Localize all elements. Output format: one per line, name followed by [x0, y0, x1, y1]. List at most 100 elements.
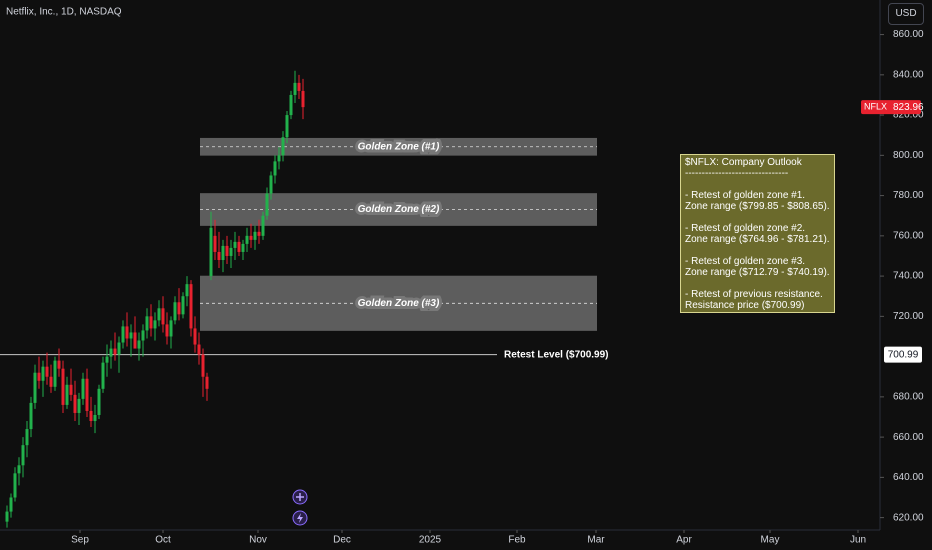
candle-body	[97, 388, 101, 415]
y-tick-label: 640.00	[893, 472, 924, 483]
candle-body	[221, 245, 225, 260]
candle-body	[5, 511, 9, 522]
candle-body	[285, 115, 289, 138]
note-line: Zone range ($712.79 - $740.19).	[685, 267, 830, 278]
candle-body	[69, 384, 73, 395]
candle-body	[153, 320, 157, 329]
zone-label: Golden Zone (#1)	[358, 141, 440, 152]
candle-body	[261, 215, 265, 236]
candle-body	[85, 378, 89, 411]
note-line: Zone range ($799.85 - $808.65).	[685, 201, 830, 212]
x-tick-label: Apr	[676, 535, 692, 546]
candle-body	[265, 193, 269, 216]
note-line: - Retest of previous resistance.	[685, 289, 823, 300]
candle-body	[293, 82, 297, 95]
candle-body	[257, 231, 261, 236]
note-box: $NFLX: Company Outlook ------------------…	[680, 154, 835, 313]
candle-body	[253, 231, 257, 240]
candle-body	[77, 398, 81, 413]
retest-axis-tag	[884, 346, 922, 363]
zone-label: Golden Zone (#2)	[358, 204, 440, 215]
x-tick-label: Mar	[587, 535, 605, 546]
candle-body	[29, 402, 33, 430]
candle-body	[289, 94, 293, 116]
note-line	[685, 179, 830, 190]
x-tick-label: 2025	[419, 535, 442, 546]
candle-body	[53, 360, 57, 387]
price-tag-value: 823.96	[893, 102, 924, 113]
candle-body	[129, 332, 133, 339]
candle-body	[173, 302, 177, 321]
candle-body	[169, 320, 173, 337]
note-line: - Retest of golden zone #3.	[685, 256, 806, 267]
y-tick-label: 720.00	[893, 311, 924, 322]
candle-body	[229, 247, 233, 256]
candle-body	[161, 308, 165, 325]
candle-body	[213, 235, 217, 252]
candle-body	[57, 360, 61, 369]
candle-body	[41, 366, 45, 381]
candle-body	[281, 137, 285, 156]
candle-body	[193, 328, 197, 345]
candle-body	[17, 465, 21, 474]
note-line: - Retest of golden zone #1.	[685, 190, 806, 201]
candle-body	[13, 473, 17, 498]
candle-body	[301, 90, 305, 108]
candle-body	[217, 251, 221, 260]
candle-body	[205, 376, 209, 389]
candle-body	[177, 302, 181, 315]
note-line	[685, 245, 830, 256]
candle-body	[113, 348, 117, 355]
candle-body	[9, 497, 13, 512]
currency-button[interactable]: USD	[888, 3, 924, 25]
x-tick-label: Nov	[249, 535, 267, 546]
y-tick-label: 840.00	[893, 69, 924, 80]
x-tick-label: Feb	[508, 535, 526, 546]
candle-body	[133, 332, 137, 349]
candle-body	[269, 175, 273, 194]
retest-axis-label: 700.99	[888, 349, 919, 360]
y-tick-label: 780.00	[893, 190, 924, 201]
y-tick-label: 860.00	[893, 29, 924, 40]
y-tick-label: 760.00	[893, 230, 924, 241]
candle-body	[81, 378, 85, 399]
tool-icons[interactable]	[292, 489, 308, 526]
candle-body	[189, 284, 193, 329]
note-line	[685, 278, 830, 289]
note-line: - Retest of golden zone #2.	[685, 223, 806, 234]
candle-body	[89, 410, 93, 422]
candle-body	[237, 241, 241, 252]
candle-body	[33, 372, 37, 403]
candle-body	[197, 344, 201, 355]
note-line	[685, 212, 830, 223]
candle-body	[117, 342, 121, 355]
candle-body	[181, 296, 185, 315]
candle-body	[93, 414, 97, 422]
y-tick-label: 620.00	[893, 512, 924, 523]
candle-body	[109, 348, 113, 357]
y-tick-label: 820.00	[893, 110, 924, 121]
candle-body	[201, 354, 205, 377]
candle-body	[277, 155, 281, 162]
candle-body	[165, 324, 169, 337]
note-line: Resistance price ($700.99)	[685, 300, 805, 311]
candle-body	[297, 82, 301, 91]
candle-body	[141, 330, 145, 341]
candle-body	[37, 372, 41, 381]
candle-body	[245, 235, 249, 244]
candle-body	[249, 235, 253, 240]
x-tick-label: Dec	[333, 535, 351, 546]
candle-body	[149, 316, 153, 329]
note-line: Zone range ($764.96 - $781.21).	[685, 234, 830, 245]
x-tick-label: May	[761, 535, 780, 546]
candle-body	[137, 340, 141, 349]
candle-body	[125, 326, 129, 339]
candle-body	[233, 241, 237, 248]
x-tick-label: Jun	[850, 535, 866, 546]
zone-label: Golden Zone (#3)	[358, 298, 440, 309]
retest-label: Retest Level ($700.99)	[504, 349, 609, 360]
y-tick-label: 800.00	[893, 150, 924, 161]
candle-body	[25, 429, 29, 446]
x-tick-label: Oct	[155, 535, 171, 546]
